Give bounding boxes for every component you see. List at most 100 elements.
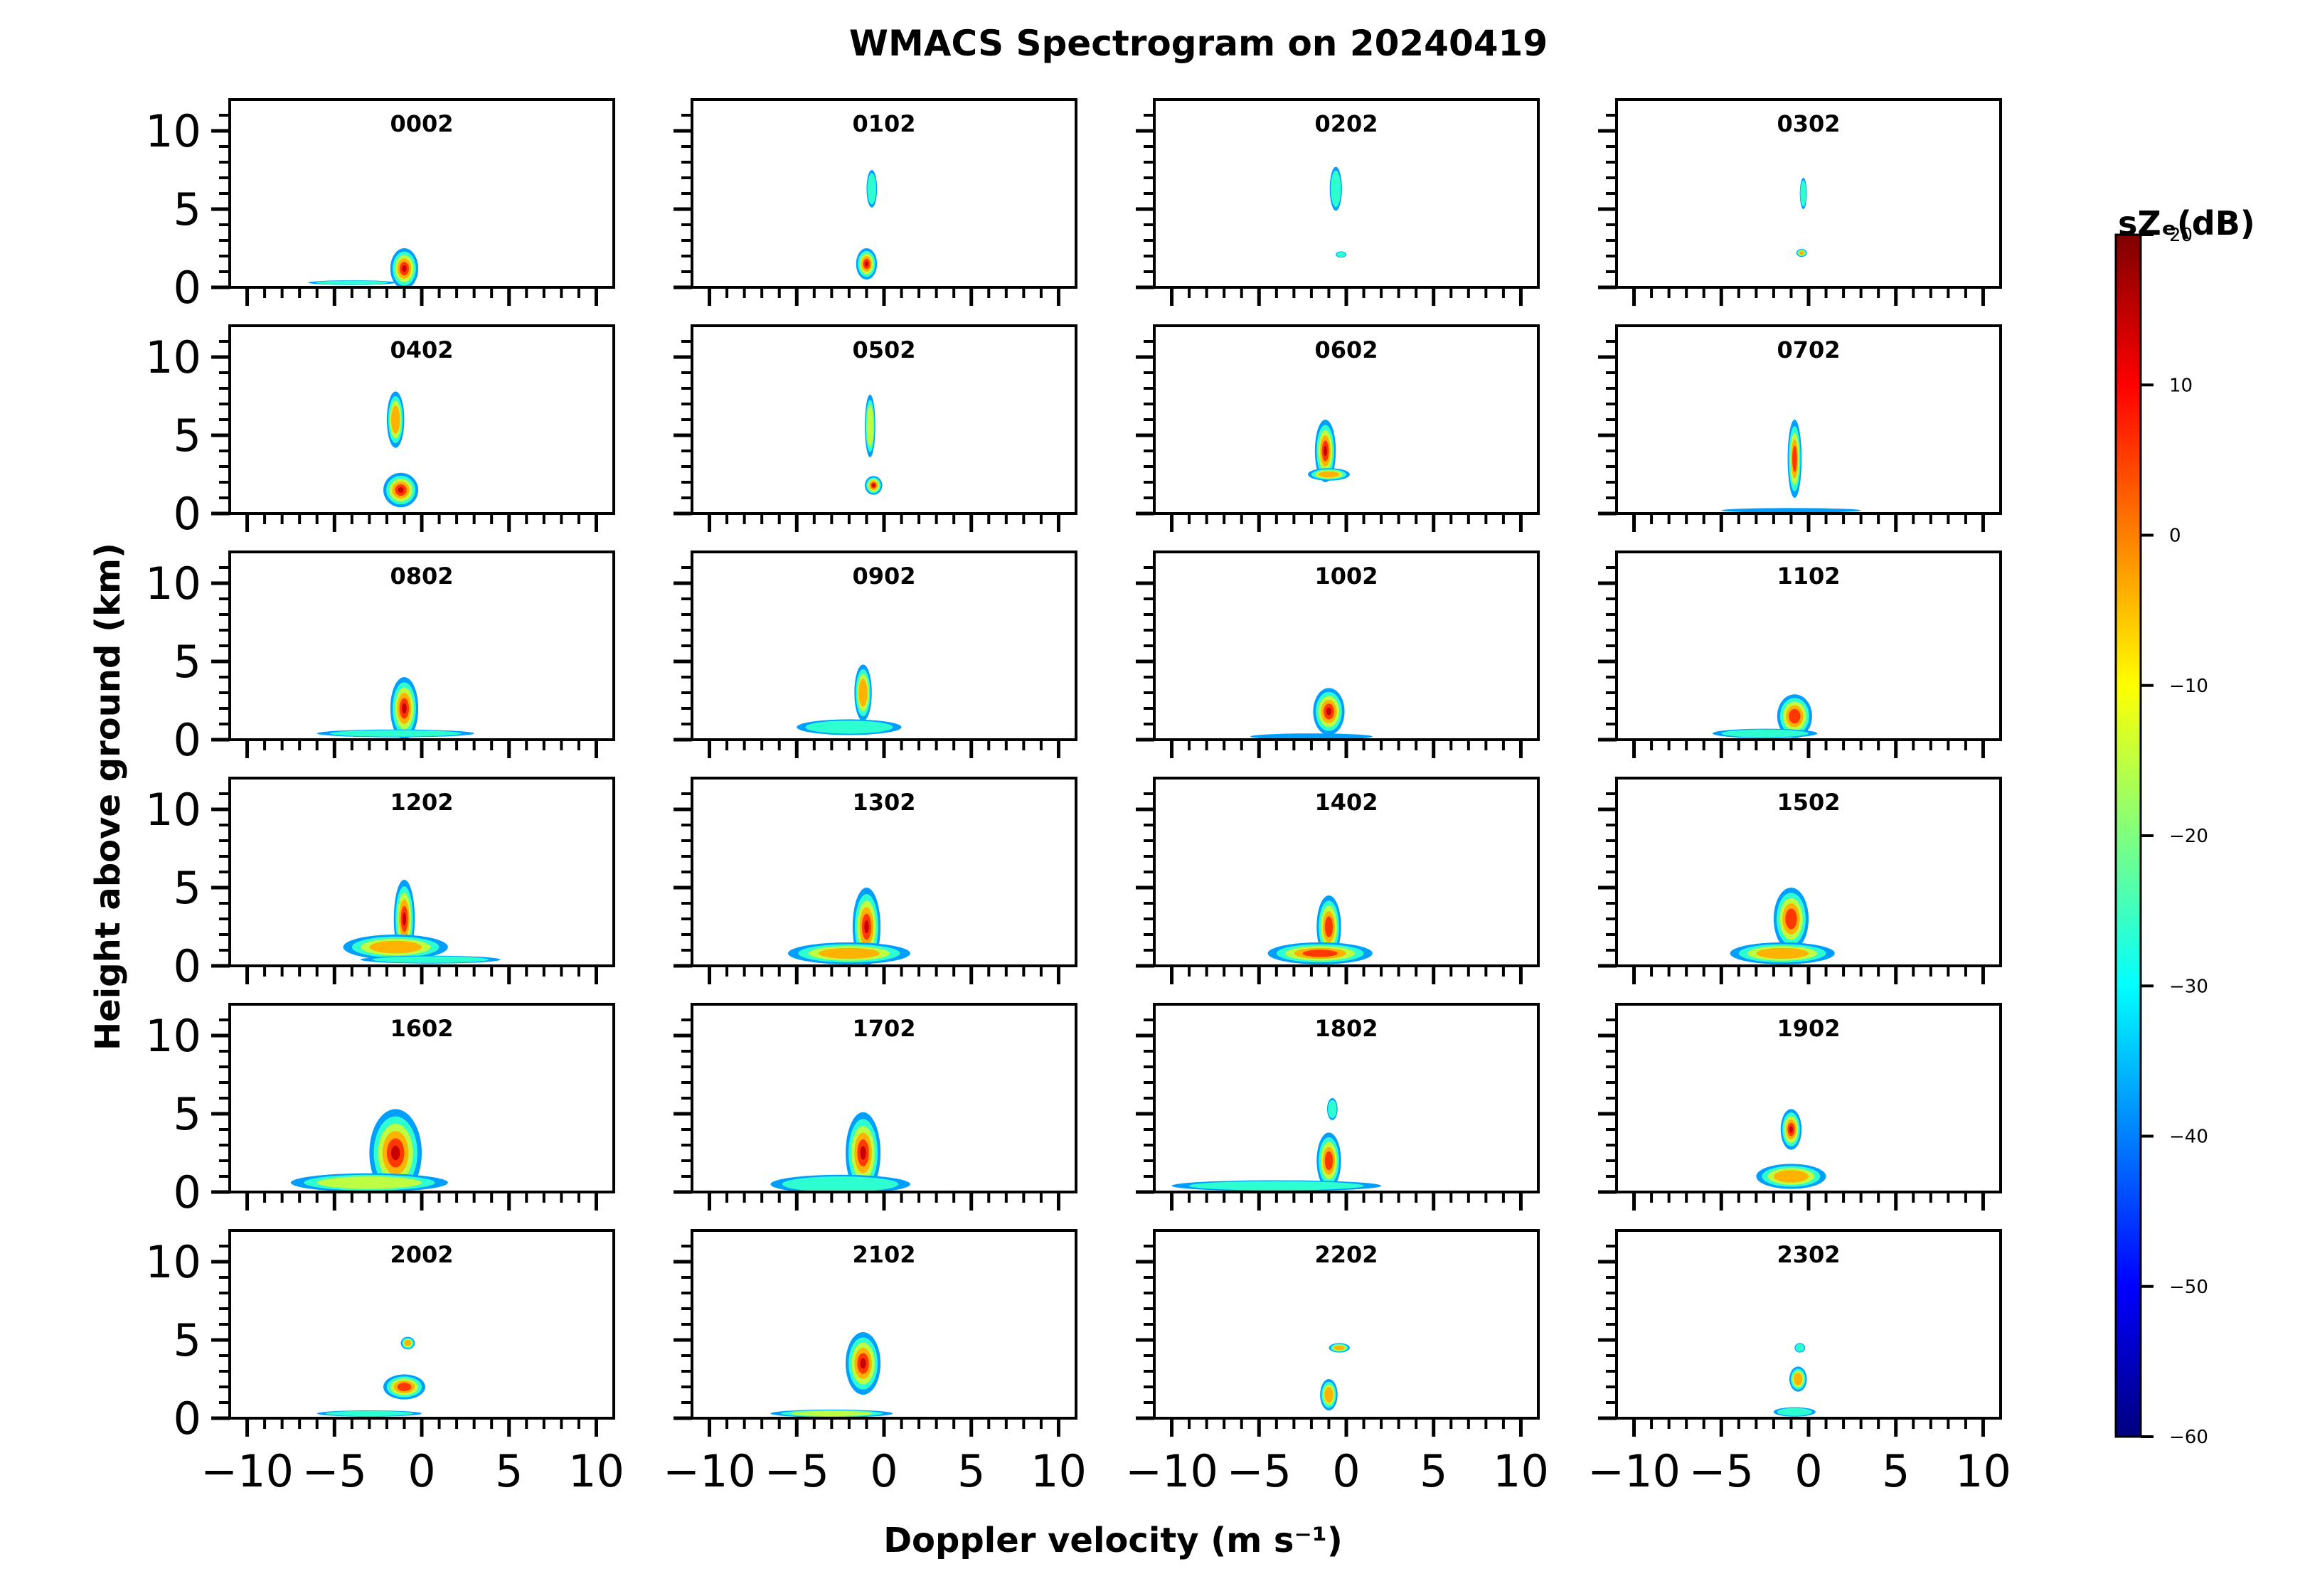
y-tick-label: 10 bbox=[145, 331, 201, 383]
x-tick-label: 0 bbox=[870, 1445, 898, 1497]
panel-background bbox=[1154, 326, 1538, 514]
spectral-contour bbox=[1721, 729, 1809, 738]
spectral-contour bbox=[818, 947, 880, 959]
panel-1402: 1402 bbox=[1136, 777, 1540, 984]
panel-background bbox=[1154, 1004, 1538, 1192]
panel-1202: 1202 0 5 10 bbox=[145, 777, 615, 992]
spectral-blobs bbox=[856, 170, 878, 280]
y-tick-label: 0 bbox=[174, 940, 201, 992]
spectral-contour bbox=[1331, 170, 1341, 208]
x-tick-label: 0 bbox=[408, 1445, 435, 1497]
y-tick-label: 0 bbox=[174, 262, 201, 314]
x-tick-label: −5 bbox=[765, 1445, 829, 1497]
spectral-contour bbox=[403, 912, 406, 926]
spectral-contour bbox=[1302, 949, 1338, 957]
y-tick-label: 0 bbox=[174, 488, 201, 540]
spectral-contour bbox=[369, 940, 422, 954]
spectral-blobs bbox=[1171, 1098, 1382, 1191]
panel-1902: 1902 bbox=[1598, 1003, 2002, 1211]
panel-background bbox=[692, 1230, 1076, 1418]
x-tick-label: 10 bbox=[1031, 1445, 1087, 1497]
figure-title: WMACS Spectrogram on 20240419 bbox=[849, 23, 1548, 64]
x-tick-label: 10 bbox=[568, 1445, 624, 1497]
spectral-contour bbox=[1773, 1170, 1809, 1183]
spectral-contour bbox=[397, 1383, 412, 1391]
panel-grid: 0002 0 5 10 0102 0202 0302 0402 0 5 10 0502 0602 0702… bbox=[145, 98, 2011, 1497]
colorbar-tick-label: −50 bbox=[2169, 1277, 2208, 1298]
colorbar-tick-label: 20 bbox=[2169, 225, 2193, 246]
y-tick-label: 0 bbox=[174, 1166, 201, 1218]
panel-background bbox=[230, 100, 614, 287]
y-tick-label: 0 bbox=[174, 714, 201, 766]
x-tick-label: 0 bbox=[1794, 1445, 1822, 1497]
panel-2302: 2302 −10 −5 0 5 10 bbox=[1587, 1229, 2011, 1497]
panel-time-label: 1202 bbox=[390, 789, 453, 816]
panel-0202: 0202 bbox=[1136, 98, 1540, 306]
spectral-contour bbox=[1795, 1344, 1804, 1352]
panel-background bbox=[230, 778, 614, 966]
panel-time-label: 1702 bbox=[852, 1015, 915, 1042]
spectral-contour bbox=[1334, 1345, 1345, 1351]
y-tick-label: 5 bbox=[174, 862, 201, 914]
y-tick-label: 5 bbox=[174, 410, 201, 462]
panel-time-label: 1602 bbox=[390, 1015, 453, 1042]
colorbar-tick-label: −40 bbox=[2169, 1127, 2208, 1148]
spectral-contour bbox=[1789, 1126, 1793, 1133]
panel-background bbox=[1617, 1230, 2001, 1418]
spectral-contour bbox=[1318, 471, 1340, 478]
spectral-contour bbox=[791, 1410, 873, 1417]
panel-background bbox=[692, 778, 1076, 966]
panel-time-label: 1802 bbox=[1314, 1015, 1378, 1042]
panel-time-label: 1902 bbox=[1777, 1015, 1840, 1042]
colorbar-tick-label: −20 bbox=[2169, 826, 2208, 847]
panel-time-label: 0102 bbox=[852, 110, 915, 137]
spectral-contour bbox=[860, 1146, 866, 1160]
spectral-contour bbox=[402, 265, 407, 272]
spectral-contour bbox=[1799, 250, 1804, 255]
x-axis-label: Doppler velocity (m s⁻¹) bbox=[883, 1521, 1343, 1560]
panel-time-label: 0302 bbox=[1777, 110, 1840, 137]
spectral-contour bbox=[1324, 1151, 1334, 1171]
panel-background bbox=[1154, 1230, 1538, 1418]
x-tick-label: 5 bbox=[495, 1445, 523, 1497]
panel-time-label: 1002 bbox=[1314, 563, 1378, 590]
x-tick-label: 10 bbox=[1955, 1445, 2011, 1497]
spectral-contour bbox=[404, 1340, 412, 1346]
spectral-contour bbox=[402, 703, 407, 714]
x-tick-label: −10 bbox=[1587, 1445, 1681, 1497]
spectral-contour bbox=[866, 405, 874, 447]
panel-time-label: 0602 bbox=[1314, 336, 1378, 363]
panel-background bbox=[1617, 326, 2001, 514]
panel-1802: 1802 bbox=[1136, 1003, 1540, 1211]
panel-time-label: 0502 bbox=[852, 336, 915, 363]
panel-1502: 1502 bbox=[1598, 777, 2002, 984]
spectral-blobs bbox=[1756, 1109, 1826, 1189]
colorbar-tick-label: −10 bbox=[2169, 676, 2208, 697]
spectral-contour bbox=[867, 173, 876, 205]
spectral-contour bbox=[1189, 1181, 1364, 1191]
spectral-contour bbox=[1721, 508, 1861, 513]
panel-background bbox=[230, 326, 614, 514]
x-tick-label: 5 bbox=[1882, 1445, 1910, 1497]
spectral-contour bbox=[1324, 1387, 1334, 1403]
panel-time-label: 1402 bbox=[1314, 789, 1378, 816]
panel-background bbox=[1154, 778, 1538, 966]
spectral-contour bbox=[391, 405, 400, 434]
panel-background bbox=[1617, 778, 2001, 966]
y-tick-label: 10 bbox=[145, 1010, 201, 1062]
spectral-contour bbox=[1250, 733, 1373, 740]
panel-0702: 0702 bbox=[1598, 324, 2002, 532]
spectral-blobs bbox=[343, 880, 501, 964]
panel-background bbox=[692, 1004, 1076, 1192]
y-tick-label: 10 bbox=[145, 105, 201, 157]
panel-1602: 1602 0 5 10 bbox=[145, 1003, 615, 1218]
spectral-blobs bbox=[1267, 895, 1373, 964]
colorbar-gradient bbox=[2114, 233, 2142, 1438]
spectral-blobs bbox=[1796, 178, 1807, 257]
spectral-contour bbox=[398, 486, 404, 494]
x-tick-label: 5 bbox=[1420, 1445, 1447, 1497]
panel-2202: 2202 −10 −5 0 5 10 bbox=[1125, 1229, 1549, 1497]
panel-0802: 0802 0 5 10 bbox=[145, 550, 615, 766]
panel-background bbox=[1154, 552, 1538, 740]
